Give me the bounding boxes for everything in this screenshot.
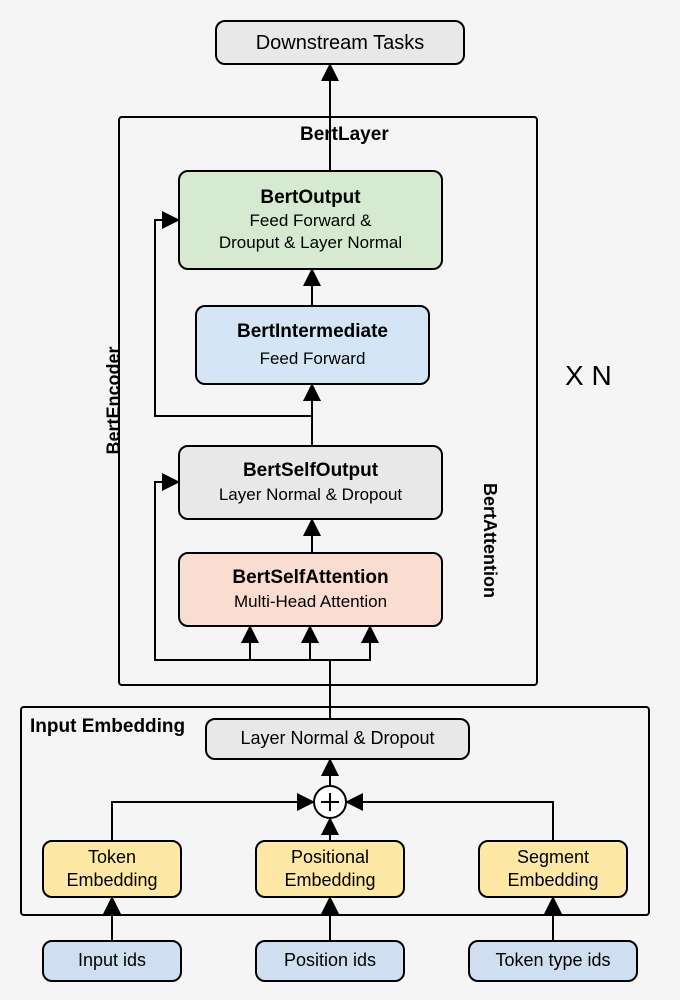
bert-output-sub1: Feed Forward &: [250, 210, 372, 232]
bert-attention-label: BertAttention: [479, 483, 500, 598]
bert-layer-title: BertLayer: [300, 124, 389, 146]
node-bert-intermediate: BertIntermediate Feed Forward: [195, 305, 430, 385]
token-type-ids-label: Token type ids: [495, 949, 610, 972]
bert-encoder-label: BertEncoder: [104, 346, 125, 454]
input-ids-label: Input ids: [78, 949, 146, 972]
plus-node-icon: [313, 785, 347, 819]
pos-emb-l1: Positional: [291, 846, 369, 869]
seg-emb-l2: Embedding: [507, 869, 598, 892]
node-layer-norm-dropout: Layer Normal & Dropout: [205, 718, 470, 760]
node-bert-self-attention: BertSelfAttention Multi-Head Attention: [178, 552, 443, 627]
node-positional-embedding: Positional Embedding: [255, 840, 405, 898]
bert-self-attention-title: BertSelfAttention: [232, 566, 388, 591]
token-emb-l1: Token: [88, 846, 136, 869]
position-ids-label: Position ids: [284, 949, 376, 972]
seg-emb-l1: Segment: [517, 846, 589, 869]
bert-intermediate-sub: Feed Forward: [260, 348, 366, 370]
diagram-canvas: Downstream Tasks BertLayer BertEncoder X…: [0, 0, 680, 1000]
bert-self-output-title: BertSelfOutput: [243, 459, 378, 484]
token-emb-l2: Embedding: [66, 869, 157, 892]
bert-output-title: BertOutput: [260, 186, 360, 211]
node-input-ids: Input ids: [42, 940, 182, 982]
bert-intermediate-title: BertIntermediate: [237, 320, 388, 345]
downstream-label: Downstream Tasks: [256, 30, 425, 56]
node-bert-self-output: BertSelfOutput Layer Normal & Dropout: [178, 445, 443, 520]
multiplier-label: X N: [565, 360, 612, 392]
bert-self-output-sub: Layer Normal & Dropout: [219, 484, 402, 506]
node-token-type-ids: Token type ids: [468, 940, 638, 982]
node-segment-embedding: Segment Embedding: [478, 840, 628, 898]
input-embedding-title: Input Embedding: [30, 716, 185, 738]
bert-self-attention-sub: Multi-Head Attention: [234, 591, 387, 613]
bert-output-sub2: Drouput & Layer Normal: [219, 232, 402, 254]
node-bert-output: BertOutput Feed Forward & Drouput & Laye…: [178, 170, 443, 270]
node-position-ids: Position ids: [255, 940, 405, 982]
layer-norm-label: Layer Normal & Dropout: [240, 727, 434, 750]
pos-emb-l2: Embedding: [284, 869, 375, 892]
node-token-embedding: Token Embedding: [42, 840, 182, 898]
node-downstream-tasks: Downstream Tasks: [215, 20, 465, 65]
